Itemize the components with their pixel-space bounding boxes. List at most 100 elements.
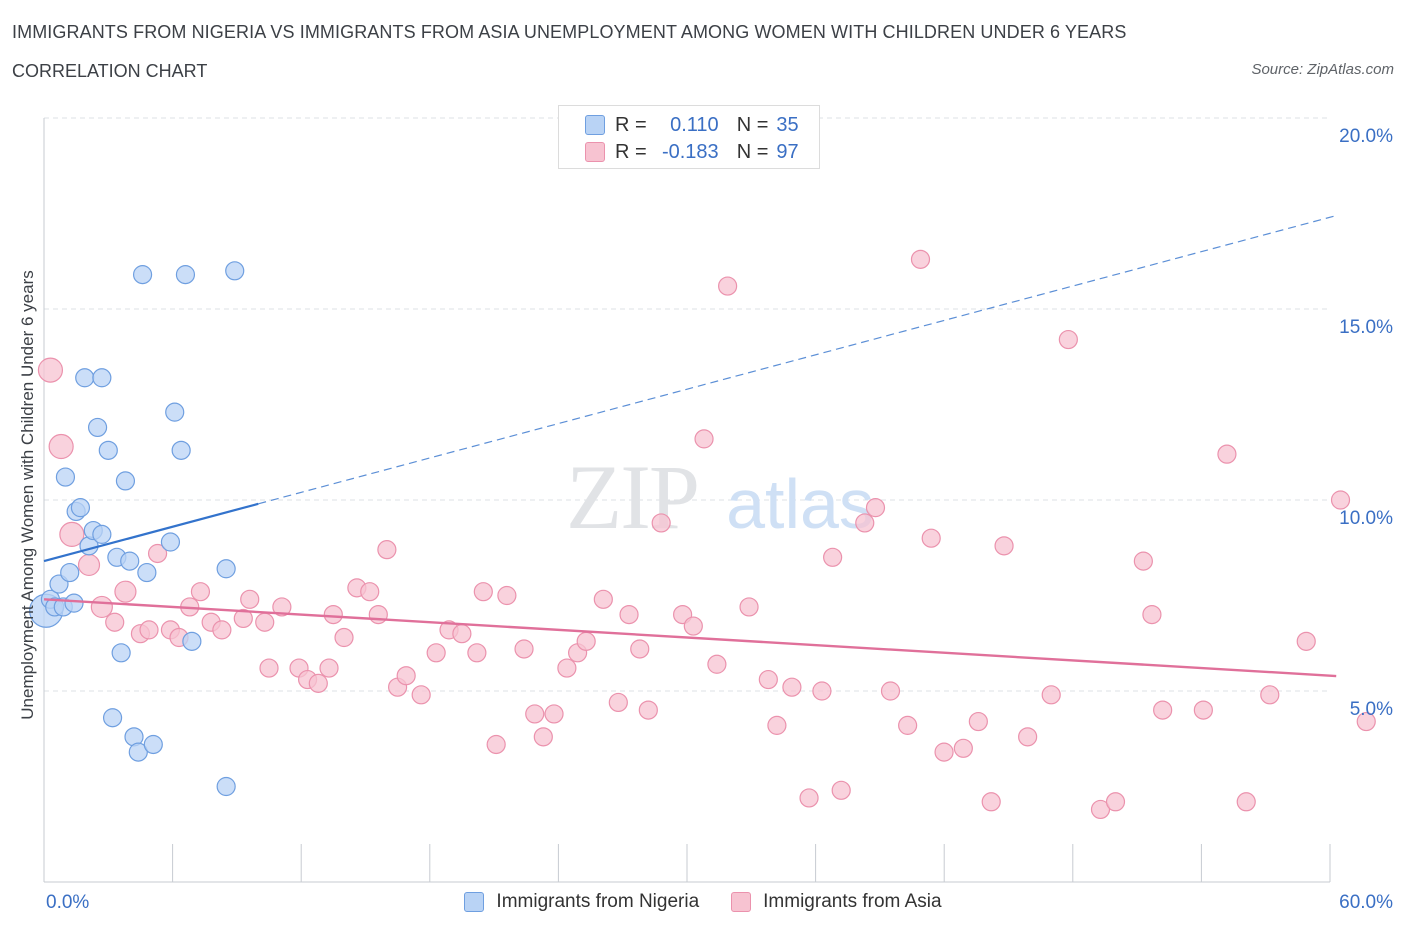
asia-point	[452, 624, 472, 644]
y-tick-label: 15.0%	[1339, 317, 1393, 338]
nigeria-point	[55, 467, 76, 487]
watermark-zip: ZIP	[566, 446, 698, 548]
asia-point	[782, 677, 802, 697]
asia-point	[1193, 700, 1213, 720]
asia-point	[1330, 490, 1351, 510]
asia-point	[823, 547, 843, 567]
asia-point	[683, 616, 703, 636]
n-value-asia: 97	[776, 140, 799, 163]
asia-point	[880, 681, 901, 701]
asia-point	[426, 643, 446, 663]
asia-point	[411, 685, 431, 705]
nigeria-point	[171, 440, 191, 460]
asia-point	[212, 620, 232, 640]
asia-point	[255, 612, 275, 632]
asia-point	[576, 631, 596, 651]
asia-point	[308, 673, 328, 693]
asia-point	[473, 582, 493, 602]
nigeria-point	[165, 402, 185, 422]
nigeria-point	[132, 265, 153, 285]
asia-point	[1142, 604, 1162, 625]
asia-point	[608, 692, 628, 713]
n-label: N =	[736, 113, 769, 136]
nigeria-point	[115, 471, 136, 491]
nigeria-point	[160, 532, 181, 552]
legend-label-nigeria: Immigrants from Nigeria	[496, 891, 700, 912]
legend-item-nigeria[interactable]: Immigrants from Nigeria	[464, 891, 699, 913]
y-tick-label: 10.0%	[1339, 508, 1393, 529]
asia-point	[630, 639, 650, 659]
asia-point	[1236, 792, 1256, 812]
asia-swatch	[585, 142, 605, 162]
r-label: R =	[615, 140, 647, 163]
watermark-atlas: atlas	[726, 465, 874, 543]
nigeria-point	[60, 562, 80, 583]
asia-point	[799, 788, 819, 808]
asia-point	[525, 704, 545, 724]
asia-point	[105, 612, 125, 632]
asia-point	[694, 429, 714, 449]
asia-point	[59, 521, 85, 547]
asia-point	[514, 639, 534, 659]
legend-label-asia: Immigrants from Asia	[763, 891, 942, 912]
nigeria-point	[64, 593, 84, 613]
asia-point	[334, 627, 354, 648]
r-value-asia: -0.183	[661, 140, 719, 163]
asia-point	[1153, 700, 1173, 720]
stats-row-nigeria: R = 0.110 N = 35	[585, 113, 799, 137]
asia-point	[718, 276, 738, 296]
asia-point	[1217, 444, 1237, 464]
asia-point	[638, 700, 658, 720]
nigeria-point	[143, 734, 163, 755]
asia-point	[1018, 727, 1038, 747]
asia-point	[812, 681, 832, 701]
asia-point	[981, 792, 1001, 812]
nigeria-point	[216, 776, 236, 797]
nigeria-point	[225, 261, 245, 281]
asia-trendline	[43, 598, 1337, 678]
trend-layer	[43, 215, 1337, 678]
asia-point	[486, 734, 506, 755]
x-tick-label: 0.0%	[46, 892, 89, 913]
asia-point	[1296, 631, 1316, 651]
nigeria-point	[98, 440, 118, 460]
labels-layer: 5.0% 10.0% 15.0% 20.0% 0.0% 60.0% Unemployment…	[18, 126, 1393, 913]
asia-point	[758, 669, 778, 690]
stats-row-asia: R = -0.183 N = 97	[585, 140, 799, 164]
nigeria-point	[111, 643, 131, 663]
series-legend: Immigrants from Nigeria Immigrants from …	[0, 890, 1406, 914]
n-label: N =	[736, 140, 769, 163]
asia-point	[233, 608, 253, 629]
asia-point	[1090, 799, 1111, 820]
asia-point	[934, 742, 954, 762]
nigeria-point	[137, 562, 157, 583]
asia-point	[910, 249, 931, 269]
y-axis-title: Unemployment Among Women with Children U…	[18, 270, 37, 719]
grid-layer	[44, 117, 1330, 692]
asia-point	[368, 604, 388, 625]
r-value-nigeria: 0.110	[670, 113, 719, 136]
stats-legend: R = 0.110 N = 35 R = -0.183 N = 97	[558, 105, 820, 169]
asia-point	[953, 738, 973, 758]
legend-item-asia[interactable]: Immigrants from Asia	[731, 891, 942, 913]
nigeria-legend-swatch	[464, 892, 485, 912]
x-tick-label: 60.0%	[1339, 892, 1393, 913]
nigeria-point	[216, 559, 236, 579]
y-tick-label: 5.0%	[1350, 699, 1393, 720]
nigeria-point	[70, 498, 91, 518]
asia-point	[831, 780, 851, 800]
asia-point	[147, 543, 168, 564]
asia-point	[1058, 329, 1078, 350]
asia-point	[533, 727, 553, 747]
nigeria-point	[120, 551, 140, 571]
asia-point	[921, 528, 941, 548]
asia-point	[272, 597, 292, 617]
asia-point	[190, 582, 211, 602]
asia-point	[467, 643, 487, 663]
nigeria-point	[182, 631, 202, 651]
source-credit: Source: ZipAtlas.com	[1251, 61, 1394, 78]
nigeria-swatch	[585, 115, 605, 135]
asia-point	[360, 582, 380, 602]
asia-point	[739, 597, 759, 617]
nigeria-point	[75, 368, 95, 388]
